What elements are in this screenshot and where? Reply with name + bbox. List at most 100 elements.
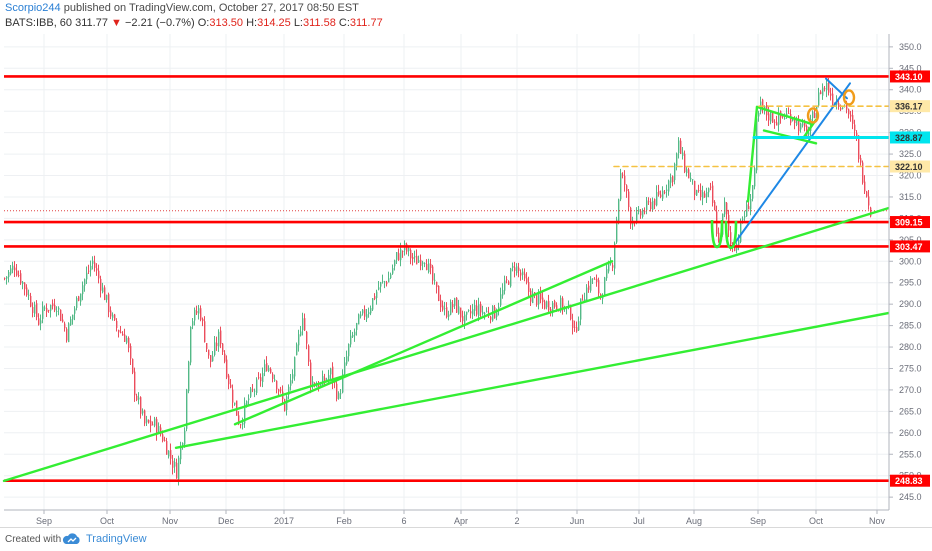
candle-body — [26, 287, 28, 296]
candle-body — [870, 207, 872, 217]
candle-body — [520, 272, 522, 276]
candle-body — [600, 294, 602, 297]
candle-body — [524, 273, 526, 279]
candle-body — [92, 260, 94, 264]
candle-body — [824, 88, 826, 89]
candle-body — [390, 274, 392, 279]
candle-body — [304, 318, 306, 331]
candle-body — [86, 272, 88, 280]
level-label-bg — [890, 131, 930, 144]
candle-body — [174, 462, 176, 467]
candle-body — [562, 298, 564, 311]
level-label: 343.10 — [895, 72, 923, 82]
candle-body — [60, 309, 62, 322]
level-label: 309.15 — [895, 218, 923, 228]
candle-body — [346, 356, 348, 364]
symbol-label: BATS:IBB, 60 — [5, 17, 73, 29]
tradingview-brand[interactable]: TradingView — [86, 533, 147, 545]
y-tick-label: 275.0 — [899, 363, 922, 373]
author-link[interactable]: Scorpio244 — [5, 2, 61, 14]
candle-body — [638, 209, 640, 212]
candle-body — [294, 357, 296, 377]
candle-body — [458, 306, 460, 314]
candle-body — [120, 332, 122, 333]
candle-body — [258, 377, 260, 379]
candle-body — [300, 331, 302, 336]
candle-body — [158, 426, 160, 434]
candle-body — [758, 112, 760, 117]
candle-body — [76, 298, 78, 308]
candle-body — [508, 281, 510, 285]
candle-body — [822, 87, 824, 96]
candle-body — [676, 153, 678, 166]
candle-body — [616, 219, 618, 243]
candle-body — [364, 309, 366, 317]
candle-body — [252, 389, 254, 391]
candle-body — [692, 179, 694, 181]
candle-body — [726, 202, 728, 215]
candle-body — [318, 383, 320, 389]
close-value: 311.77 — [349, 17, 383, 29]
trendline-trend — [755, 105, 814, 126]
candle-body — [168, 450, 170, 457]
low-value: 311.58 — [303, 17, 336, 29]
candle-body — [786, 113, 788, 117]
y-axis-panel — [889, 34, 932, 510]
candle-body — [552, 302, 554, 313]
candle-body — [478, 304, 480, 316]
candle-body — [74, 308, 76, 314]
price-chart[interactable]: 245.0250.0255.0260.0265.0270.0275.0280.0… — [0, 0, 932, 527]
candle-body — [116, 320, 118, 328]
candle-body — [706, 191, 708, 198]
candle-body — [178, 457, 180, 479]
candle-body — [114, 314, 116, 320]
candle-body — [752, 185, 754, 199]
candle-body — [738, 239, 740, 246]
y-tick-label: 300.0 — [899, 256, 922, 266]
highlight-ellipse — [842, 89, 856, 106]
candle-body — [216, 342, 218, 347]
candle-body — [392, 268, 394, 274]
candle-body — [560, 297, 562, 312]
candle-body — [550, 309, 552, 312]
tradingview-cloud-icon[interactable] — [62, 532, 82, 546]
chart-header: Scorpio244 published on TradingView.com,… — [0, 0, 932, 34]
candle-body — [496, 312, 498, 317]
candle-body — [618, 199, 620, 221]
candle-body — [418, 260, 420, 263]
candle-body — [90, 265, 92, 271]
candle-body — [838, 103, 840, 107]
plot-background — [4, 34, 889, 510]
candle-body — [68, 323, 70, 343]
candle-body — [532, 293, 534, 304]
candle-body — [744, 216, 746, 218]
candle-body — [540, 293, 542, 300]
candle-body — [370, 308, 372, 314]
candle-body — [10, 268, 12, 274]
x-tick-label: Sep — [36, 516, 52, 526]
candle-body — [332, 366, 334, 383]
candle-body — [104, 287, 106, 300]
candle-body — [466, 311, 468, 315]
low-label: L: — [293, 17, 303, 29]
candle-body — [612, 265, 614, 268]
candle-body — [848, 109, 850, 115]
candle-body — [38, 318, 40, 325]
candle-body — [818, 92, 820, 106]
candle-body — [842, 107, 844, 109]
candle-body — [628, 191, 630, 208]
level-label-bg — [890, 100, 930, 113]
candle-body — [620, 173, 622, 200]
candle-body — [148, 419, 150, 423]
candle-body — [200, 308, 202, 320]
last-price: 311.77 — [75, 17, 108, 29]
candle-body — [854, 124, 856, 131]
candle-body — [544, 301, 546, 309]
candle-body — [360, 314, 362, 317]
candle-body — [70, 319, 72, 326]
candle-body — [584, 298, 586, 302]
y-tick-label: 290.0 — [899, 299, 922, 309]
candle-body — [52, 303, 54, 307]
candle-body — [640, 210, 642, 216]
trendline-wedge — [733, 82, 851, 246]
